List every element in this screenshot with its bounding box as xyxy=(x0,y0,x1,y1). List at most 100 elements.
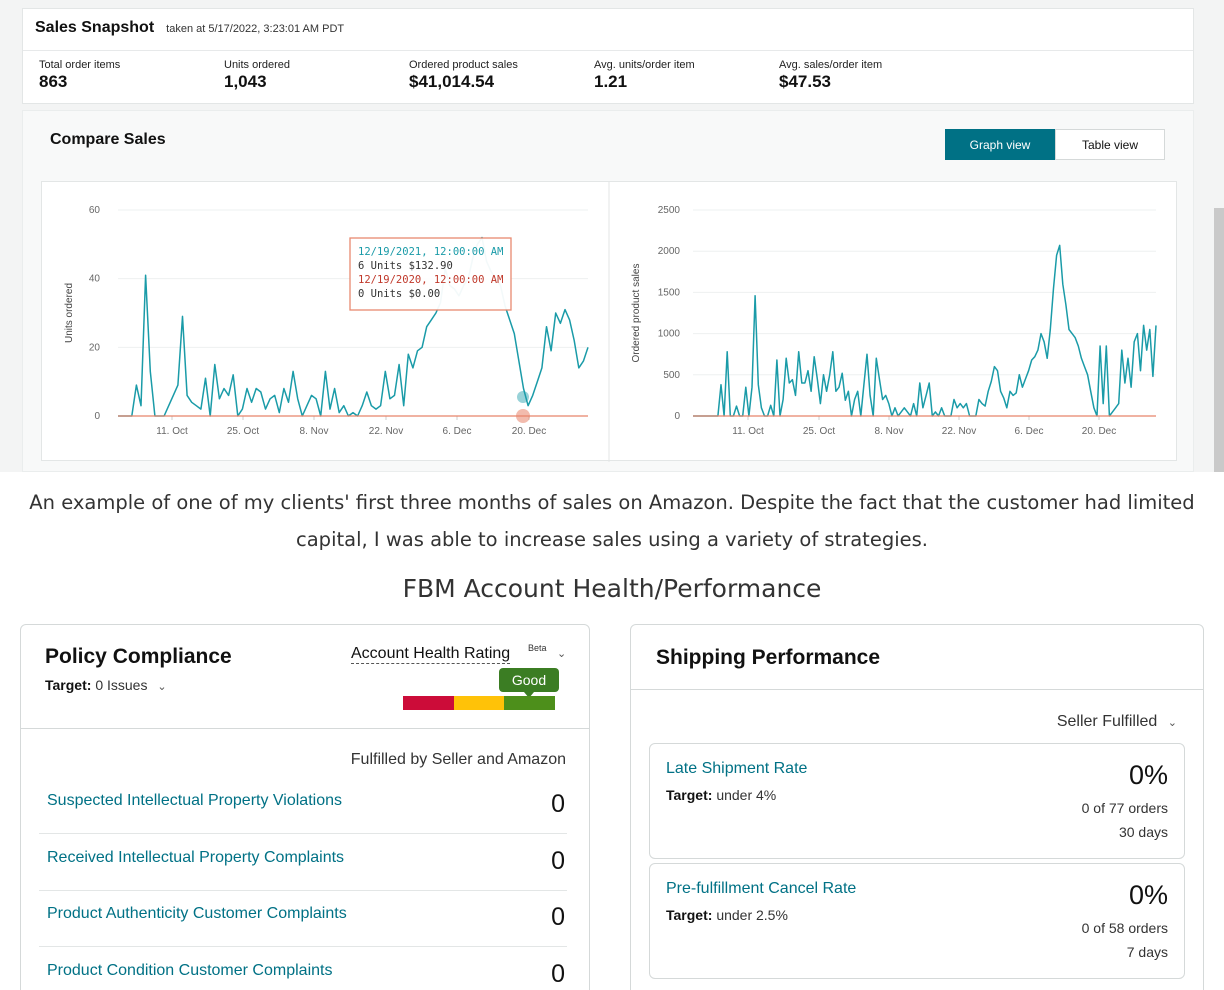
x-tick-label: 25. Oct xyxy=(803,426,835,437)
metric-orders: 0 of 58 orders xyxy=(1081,920,1168,936)
y-tick-label: 20 xyxy=(89,342,101,353)
table-view-button[interactable]: Table view xyxy=(1055,129,1165,160)
target-value: under 4% xyxy=(716,787,777,803)
x-tick-label: 8. Nov xyxy=(300,426,329,437)
policy-row: Suspected Intellectual Property Violatio… xyxy=(39,777,567,834)
sales-snapshot-header: Sales Snapshot taken at 5/17/2022, 3:23:… xyxy=(23,9,1193,51)
beta-badge: Beta xyxy=(528,643,547,653)
ordered-product-sales-chart: 0 500 1000 1500 2000 2500 Ordered product sale… xyxy=(631,205,1157,437)
shipping-performance-title: Shipping Performance xyxy=(656,646,881,669)
policy-row-link[interactable]: Suspected Intellectual Property Violatio… xyxy=(47,792,342,809)
policy-target[interactable]: Target: 0 Issues ⌄ xyxy=(45,677,167,693)
x-tick-label: 11. Oct xyxy=(732,426,764,437)
y-tick-label: 0 xyxy=(674,411,680,422)
target-value: 0 Issues xyxy=(95,677,148,693)
scrollbar-thumb[interactable] xyxy=(1214,208,1224,472)
tooltip-box xyxy=(349,237,512,311)
metric-units-ordered: Units ordered 1,043 xyxy=(224,59,409,92)
metric-ordered-product-sales: Ordered product sales $41,014.54 xyxy=(409,59,594,92)
y-tick-label: 2500 xyxy=(658,205,681,216)
metric-value: $41,014.54 xyxy=(409,72,495,91)
target-label: Target: xyxy=(666,907,713,923)
y-tick-label: 1000 xyxy=(658,329,681,340)
target-label: Target: xyxy=(45,677,92,693)
metric-percent: 0% xyxy=(1128,880,1168,910)
hover-marker-previous xyxy=(516,409,530,423)
rating-bar xyxy=(403,696,556,710)
compare-sales-title: Compare Sales xyxy=(50,131,166,148)
metric-value: 1,043 xyxy=(224,72,267,91)
metric-value: 1.21 xyxy=(594,72,628,91)
y-axis-title: Ordered product sales xyxy=(631,264,642,363)
view-toggle: Graph view Table view xyxy=(945,129,1165,160)
metric-days: 7 days xyxy=(1126,944,1168,960)
metric-total-order-items: Total order items 863 xyxy=(39,59,224,92)
chevron-down-icon[interactable]: ⌄ xyxy=(557,648,567,660)
charts-container: 0 20 40 60 Units ordered 11. Oct 25. Oct 8. Nov… xyxy=(41,181,1177,462)
metric-value: 863 xyxy=(39,72,68,91)
chevron-down-icon: ⌄ xyxy=(1167,717,1177,729)
sales-dashboard: Sales Snapshot taken at 5/17/2022, 3:23:… xyxy=(0,0,1224,472)
account-health-rating-link[interactable]: Account Health Rating xyxy=(351,645,511,664)
pre-fulfillment-cancel-rate-link[interactable]: Pre-fulfillment Cancel Rate xyxy=(666,880,857,897)
late-shipment-rate-card: Late Shipment Rate Target: under 4% 0% 0… xyxy=(649,743,1185,859)
x-tick-label: 20. Dec xyxy=(512,426,546,437)
y-tick-label: 60 xyxy=(89,205,101,216)
policy-row-link[interactable]: Received Intellectual Property Complaint… xyxy=(47,849,345,866)
late-shipment-rate-link[interactable]: Late Shipment Rate xyxy=(666,760,808,777)
x-tick-label: 11. Oct xyxy=(156,426,188,437)
metric-label: Units ordered xyxy=(224,59,291,71)
x-tick-label: 6. Dec xyxy=(443,426,472,437)
y-tick-label: 1500 xyxy=(658,287,681,298)
x-tick-label: 22. Nov xyxy=(369,426,403,437)
series-line-current xyxy=(118,236,589,417)
shipping-performance-header: Shipping Performance xyxy=(631,625,1203,690)
metric-avg-sales-per-order: Avg. sales/order item $47.53 xyxy=(779,59,964,92)
x-tick-label: 6. Dec xyxy=(1015,426,1044,437)
policy-row-count: 0 xyxy=(551,790,565,818)
policy-row: Product Authenticity Customer Complaints… xyxy=(39,890,567,947)
y-tick-label: 40 xyxy=(89,274,101,285)
section-title: FBM Account Health/Performance xyxy=(402,574,822,603)
seller-fulfilled-dropdown[interactable]: Seller Fulfilled ⌄ xyxy=(1057,713,1177,731)
sales-snapshot-panel: Sales Snapshot taken at 5/17/2022, 3:23:… xyxy=(22,8,1194,104)
rating-segment-poor xyxy=(403,696,454,710)
metric-label: Ordered product sales xyxy=(409,59,518,71)
y-tick-label: 0 xyxy=(94,411,100,422)
y-axis-title: Units ordered xyxy=(64,283,75,343)
policy-compliance-header: Policy Compliance Target: 0 Issues ⌄ Acc… xyxy=(21,625,589,729)
series-line-current xyxy=(693,244,1157,417)
shipping-performance-card: Shipping Performance Seller Fulfilled ⌄ … xyxy=(630,624,1204,990)
policy-row: Received Intellectual Property Complaint… xyxy=(39,834,567,891)
policy-compliance-title: Policy Compliance xyxy=(45,645,232,668)
policy-row-count: 0 xyxy=(551,847,565,875)
metric-target: Target: under 2.5% xyxy=(666,907,788,923)
tooltip-line: 0 Units $0.00 xyxy=(358,288,440,300)
sales-snapshot-title: Sales Snapshot xyxy=(35,19,155,36)
metric-days: 30 days xyxy=(1118,824,1168,840)
metric-label: Avg. units/order item xyxy=(594,59,695,71)
target-value: under 2.5% xyxy=(716,907,788,923)
y-tick-label: 2000 xyxy=(658,246,681,257)
chart-tooltip: 12/19/2021, 12:00:00 AM 6 Units $132.90 12… xyxy=(349,237,512,311)
rating-segment-at-risk xyxy=(453,696,505,710)
hover-marker-current xyxy=(517,391,529,403)
x-tick-label: 22. Nov xyxy=(942,426,976,437)
x-tick-label: 25. Oct xyxy=(227,426,259,437)
policy-row-link[interactable]: Product Authenticity Customer Complaints xyxy=(47,905,347,922)
sales-snapshot-timestamp: taken at 5/17/2022, 3:23:01 AM PDT xyxy=(166,23,345,35)
fulfilled-by-label: Fulfilled by Seller and Amazon xyxy=(350,751,566,768)
tooltip-line: 12/19/2020, 12:00:00 AM xyxy=(358,274,503,286)
policy-row-link[interactable]: Product Condition Customer Complaints xyxy=(47,962,333,979)
tooltip-line: 12/19/2021, 12:00:00 AM xyxy=(358,246,503,258)
metric-value: $47.53 xyxy=(779,72,831,91)
x-tick-label: 20. Dec xyxy=(1082,426,1116,437)
chevron-down-icon: ⌄ xyxy=(157,681,167,693)
seller-fulfilled-label: Seller Fulfilled xyxy=(1056,713,1158,730)
y-tick-label: 500 xyxy=(663,370,680,381)
metric-target: Target: under 4% xyxy=(666,787,776,803)
graph-view-button[interactable]: Graph view xyxy=(945,129,1055,160)
metric-orders: 0 of 77 orders xyxy=(1081,800,1168,816)
metric-avg-units-per-order: Avg. units/order item 1.21 xyxy=(594,59,779,92)
caption-text: An example of one of my clients' first t… xyxy=(29,491,1195,551)
